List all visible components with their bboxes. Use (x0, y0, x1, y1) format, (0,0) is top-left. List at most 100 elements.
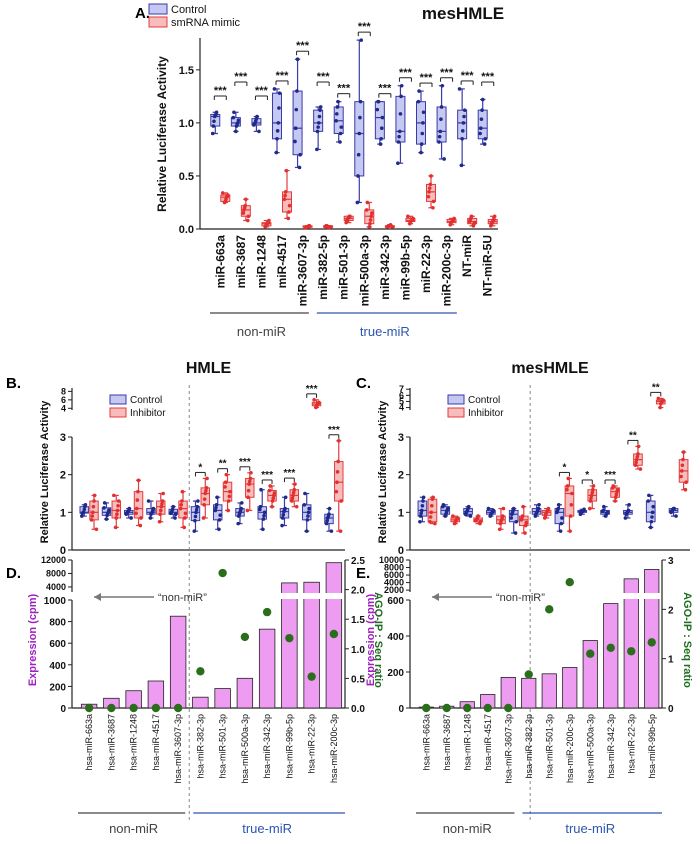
panel-b-inhibitor-7-point (246, 495, 250, 500)
panel-a-ytick-label: 1.0 (179, 118, 194, 130)
panel-e-ratio-dot-10 (627, 647, 636, 656)
panel-b-inhibitor-9-point (294, 504, 299, 509)
panel-d-xtick-label: hsa-miR-500a-3p (240, 714, 250, 784)
panel-a-control-1-point (234, 129, 238, 134)
panel-c-inhibitor-11-point (681, 450, 686, 454)
panel-a-control-7-point (358, 115, 362, 120)
panel-a-xtick-label: miR-200c-3p (440, 235, 454, 306)
panel-c-control-6-point (556, 506, 560, 511)
panel-b-inhibitor-0-point (94, 527, 99, 532)
panel-a-control-0-point (210, 131, 215, 136)
panel-c-inhibitor-11-point (681, 457, 685, 462)
panel-a-control-11-point (440, 83, 445, 88)
panel-b-control-5-point (192, 529, 197, 533)
panel-a-legend-control: Control (171, 4, 206, 16)
panel-a-control-11-point (439, 105, 444, 109)
panel-a-mimic-7-point (367, 225, 372, 229)
panel-a-control-6-point (338, 140, 342, 144)
panel-e-ylabel: Expression (cpm) (365, 594, 377, 687)
panel-c-control-6-point (558, 529, 563, 533)
panel-a-control-10-point (416, 99, 421, 104)
panel-e-bar-7 (562, 667, 578, 709)
panel-a-control-8-point (378, 142, 383, 146)
panel-b-control-5-point (193, 518, 197, 523)
panel-b-control-3-point (146, 499, 151, 503)
panel-c-inhibitor-8-point (613, 499, 617, 503)
panel-d-ratio-dot-4 (173, 703, 183, 713)
panel-b-inhibitor-9-point (293, 482, 297, 486)
panel-b-inhibitor-2-point (136, 478, 141, 483)
panel-c-inhibitor-11-point (683, 487, 688, 492)
panel-a-control-13-point (480, 108, 484, 112)
panel-b-inhibitor-6-point (223, 480, 228, 485)
panel-a-sig-label: *** (358, 21, 372, 33)
panel-b-sig-label: *** (328, 425, 340, 436)
panel-a-control-4-point (293, 139, 297, 144)
panel-c-inhibitor-3-point (497, 527, 502, 532)
panel-c-inhibitor-4-point (521, 504, 525, 509)
panel-b-control-4-point (173, 512, 178, 517)
panel-b-inhibitor-5-point (204, 488, 208, 493)
panel-b-control-8-point (261, 517, 266, 521)
panel-b-ytick-upper-label: 8 (61, 386, 66, 396)
panel-c-inhibitor-7-point (591, 487, 595, 492)
panel-c-sig-label: * (562, 462, 566, 473)
panel-a-control-11-point (437, 140, 441, 144)
panel-e-xtick-label: hsa-miR-3607-3p (503, 714, 513, 784)
panel-b-control-7-point (239, 506, 243, 511)
panel-b-control-10-point (306, 514, 310, 518)
panel-a-control-9-point (399, 83, 404, 88)
panel-d-bar-7 (236, 677, 254, 709)
panel-a-mimic-1-point (243, 203, 248, 208)
panel-e-y2tick-label: 0 (668, 704, 674, 715)
panel-b-inhibitor-0-point (92, 499, 96, 503)
panel-c-control-0-point (419, 508, 424, 513)
panel-e-ytick-label: 400 (387, 632, 404, 643)
panel-b-control-9-point (281, 512, 286, 517)
panel-c-ytick-label: 1 (398, 507, 404, 519)
panel-c-control-8-point (601, 508, 606, 513)
panel-a-sig-label: *** (481, 71, 495, 83)
panel-b-control-10-point (307, 506, 311, 511)
panel-a-control-12-point (460, 137, 464, 141)
panel-b-control-6-point (214, 503, 219, 507)
panel-c-sig-label: ** (629, 430, 637, 441)
panel-e-ratio-dot-4 (504, 703, 513, 713)
panel-e-y2tick-label: 1 (668, 655, 674, 666)
panel-c-inhibitor-11-point (680, 463, 685, 468)
panel-d-xtick-label: hsa-miR-3607-3p (173, 714, 183, 784)
panel-a-control-5-point (317, 114, 322, 119)
panel-b-inhibitor-5-point (205, 476, 209, 481)
panel-a-control-12-point (460, 129, 465, 133)
panel-d-ytick-label: 200 (49, 682, 66, 693)
panel-c-inhibitor-9-point (633, 463, 638, 468)
panel-b-control-11-point (327, 512, 331, 517)
panel-b-inhibitor-4-point (178, 506, 183, 511)
panel-a-control-11-point (439, 117, 443, 121)
panel-c-sig-label: * (585, 470, 589, 481)
panel-c-control-10-point (650, 515, 654, 519)
panel-b-control-7-point (236, 521, 240, 526)
panel-c-control-10-point (649, 519, 654, 524)
panel-a-control-11-point (442, 157, 446, 161)
panel-c-inhibitor-0-point (428, 519, 432, 524)
panel-b-inhibitor-3-point (159, 504, 164, 509)
panel-c-control-6-point (559, 521, 564, 526)
panel-c-inhibitor-8-point (611, 484, 616, 488)
panel-d-ratio-dot-11 (329, 629, 339, 639)
panel-a-control-10-point (419, 142, 424, 146)
panel-b-inhibitor-3-point (161, 491, 165, 496)
panel-b-control-1-point (102, 501, 107, 505)
panel-a-control-11-point (437, 134, 442, 139)
panel-d-y2label: AGO-IP : Seq ratio (372, 592, 384, 688)
panel-c-legend-swatch-inhibitor (447, 407, 465, 418)
panel-a-group-nonmir: non-miR (237, 324, 286, 339)
panel-a-sig-label: *** (234, 71, 248, 83)
panel-c-inhibitor-6-point (565, 484, 570, 488)
panel-c-inhibitor-6-point (568, 514, 573, 518)
panel-c-control-4-point (509, 516, 514, 520)
panel-b-legend-control: Control (130, 395, 162, 406)
panel-a-control-12-box (457, 109, 468, 140)
panel-b-inhibitor-4-point (183, 516, 187, 520)
panel-b-control-10-point (302, 503, 307, 507)
